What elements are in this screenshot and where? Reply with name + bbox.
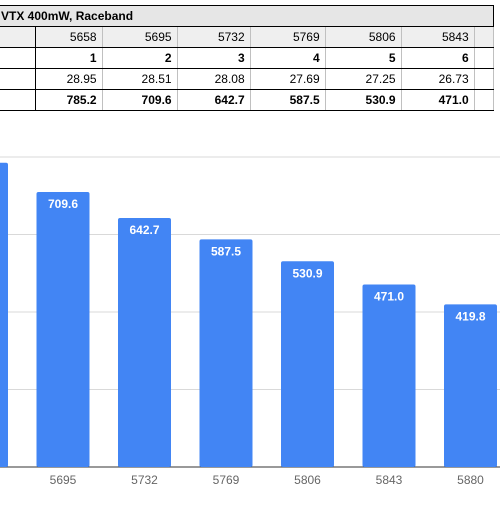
row-label-cell[interactable] xyxy=(0,47,37,69)
freq-cell[interactable]: 5658 xyxy=(35,26,103,48)
bar[interactable] xyxy=(281,261,334,467)
power-cell[interactable]: 26.73 xyxy=(400,68,475,90)
bar[interactable] xyxy=(0,162,8,467)
channel-cell[interactable]: 6 xyxy=(400,47,475,69)
chart-canvas: 5658709.65695642.75732587.55769530.95806… xyxy=(0,156,500,487)
row-label-cell[interactable] xyxy=(0,68,37,90)
data-label: 419.8 xyxy=(455,309,485,323)
freq-cell[interactable]: 5843 xyxy=(400,26,475,48)
power-cell[interactable]: 27.25 xyxy=(324,68,402,90)
freq-cell[interactable]: 5695 xyxy=(101,26,178,48)
freq-cell[interactable]: 5769 xyxy=(249,26,326,48)
bar[interactable] xyxy=(118,217,171,467)
channel-cell[interactable]: 1 xyxy=(35,47,103,69)
distance-cell[interactable]: 587.5 xyxy=(249,89,326,111)
bar[interactable] xyxy=(362,284,416,467)
x-tick-label: 5843 xyxy=(376,473,403,487)
power-cell[interactable] xyxy=(473,68,495,90)
distance-cell[interactable]: 709.6 xyxy=(101,89,178,111)
freq-cell[interactable] xyxy=(473,26,495,48)
freq-cell[interactable]: 5732 xyxy=(176,26,251,48)
channel-cell[interactable] xyxy=(473,47,495,69)
x-tick-label: 5806 xyxy=(294,473,321,487)
bar-chart[interactable]: 5658709.65695642.75732587.55769530.95806… xyxy=(0,128,500,515)
title-row: VTX 400mW, Raceband xyxy=(0,5,494,27)
distance-cell[interactable]: 785.2 xyxy=(35,89,103,111)
channel-cell[interactable]: 5 xyxy=(324,47,402,69)
x-tick-label: 5695 xyxy=(50,473,77,487)
channel-cell[interactable]: 2 xyxy=(101,47,178,69)
power-cell[interactable]: 27.69 xyxy=(249,68,326,90)
data-label: 642.7 xyxy=(129,223,159,237)
x-tick-label: 5880 xyxy=(457,473,484,487)
frequency-row: 5658 5695 5732 5769 5806 5843 xyxy=(0,26,495,48)
distance-cell[interactable]: 471.0 xyxy=(400,89,475,111)
freq-cell[interactable]: 5806 xyxy=(324,26,402,48)
bar[interactable] xyxy=(199,239,253,467)
row-label-cell[interactable] xyxy=(0,89,37,111)
power-cell[interactable]: 28.08 xyxy=(176,68,251,90)
channel-row: 1 2 3 4 5 6 xyxy=(0,47,495,69)
power-cell[interactable]: 28.51 xyxy=(101,68,178,90)
distance-cell[interactable]: 642.7 xyxy=(176,89,251,111)
distance-row: 785.2 709.6 642.7 587.5 530.9 471.0 xyxy=(0,89,495,111)
channel-cell[interactable]: 3 xyxy=(176,47,251,69)
data-label: 530.9 xyxy=(292,266,322,280)
x-tick-label: 5769 xyxy=(213,473,240,487)
sheet-title[interactable]: VTX 400mW, Raceband xyxy=(0,5,494,27)
data-table: VTX 400mW, Raceband 5658 5695 5732 5769 … xyxy=(0,5,495,111)
data-label: 587.5 xyxy=(211,244,241,258)
spreadsheet-grid: VTX 400mW, Raceband 5658 5695 5732 5769 … xyxy=(0,0,500,112)
channel-cell[interactable]: 4 xyxy=(249,47,326,69)
power-cell[interactable]: 28.95 xyxy=(35,68,103,90)
row-label-cell[interactable] xyxy=(0,26,37,48)
power-row: 28.95 28.51 28.08 27.69 27.25 26.73 xyxy=(0,68,495,90)
bar[interactable] xyxy=(36,192,90,467)
distance-cell[interactable]: 530.9 xyxy=(324,89,402,111)
distance-cell[interactable] xyxy=(473,89,495,111)
bar[interactable] xyxy=(444,304,497,467)
x-tick-label: 5732 xyxy=(131,473,158,487)
data-label: 471.0 xyxy=(374,289,404,303)
data-label: 709.6 xyxy=(48,197,78,211)
